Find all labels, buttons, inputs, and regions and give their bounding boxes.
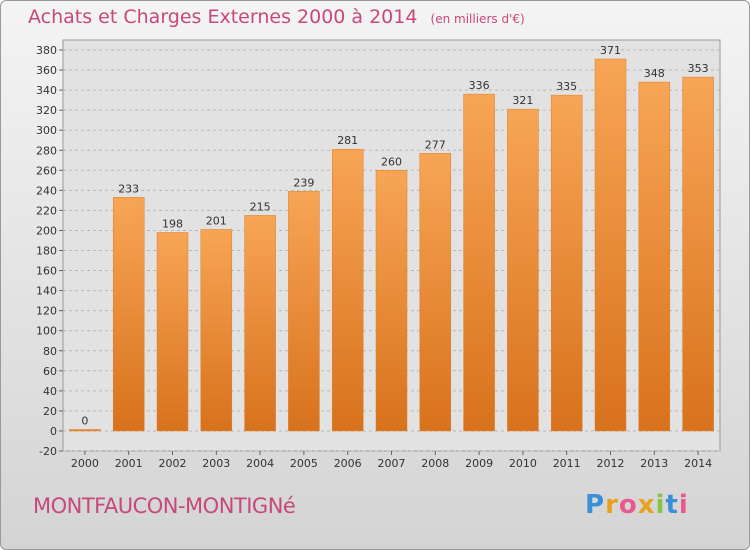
bar-2004 xyxy=(244,215,276,432)
y-tick-label: 60 xyxy=(43,365,57,378)
x-tick-label-2002: 2002 xyxy=(159,457,187,470)
bar-2014 xyxy=(682,76,714,432)
value-label-2014: 353 xyxy=(688,62,709,75)
bar-2008 xyxy=(419,153,452,432)
value-label-2001: 233 xyxy=(118,182,139,195)
x-tick-label-2004: 2004 xyxy=(246,457,274,470)
y-tick-label: 40 xyxy=(43,385,57,398)
y-tick-label: 100 xyxy=(36,325,57,338)
chart-title-row: Achats et Charges Externes 2000 à 2014 (… xyxy=(28,6,525,28)
x-tick-label-2003: 2003 xyxy=(202,457,230,470)
value-label-2000: 0 xyxy=(81,414,88,427)
bar-2010 xyxy=(507,108,539,432)
value-label-2002: 198 xyxy=(162,217,183,230)
y-tick-label: 240 xyxy=(36,184,57,197)
chart-title: Achats et Charges Externes 2000 à 2014 xyxy=(28,6,418,28)
x-tick-label-2008: 2008 xyxy=(421,457,449,470)
y-tick-label: 340 xyxy=(36,84,57,97)
bar-2000 xyxy=(69,429,101,432)
value-label-2008: 277 xyxy=(425,138,446,151)
bar-2003 xyxy=(200,229,233,432)
x-tick-label-2010: 2010 xyxy=(509,457,537,470)
x-tick-label-2011: 2011 xyxy=(553,457,581,470)
value-label-2009: 336 xyxy=(469,79,490,92)
y-tick-label: 20 xyxy=(43,405,57,418)
y-tick-label: 360 xyxy=(36,64,57,77)
x-tick-label-2000: 2000 xyxy=(71,457,99,470)
y-tick-label: 0 xyxy=(50,425,57,438)
value-label-2007: 260 xyxy=(381,155,402,168)
y-tick-label: 380 xyxy=(36,44,57,57)
x-tick-label-2007: 2007 xyxy=(378,457,406,470)
y-tick-label: 300 xyxy=(36,124,57,137)
bar-2012 xyxy=(594,58,627,432)
y-tick-label: 200 xyxy=(36,224,57,237)
y-tick-label: -20 xyxy=(39,445,57,458)
x-tick-label-2001: 2001 xyxy=(115,457,143,470)
y-tick-label: 120 xyxy=(36,305,57,318)
bar-2006 xyxy=(331,148,364,432)
bar-2011 xyxy=(550,94,583,432)
commune-name: MONTFAUCON-MONTIGNé xyxy=(33,494,296,518)
y-tick-label: 80 xyxy=(43,345,57,358)
value-label-2010: 321 xyxy=(512,94,533,107)
bar-2009 xyxy=(463,93,495,432)
x-tick-label-2009: 2009 xyxy=(465,457,493,470)
x-tick-label-2005: 2005 xyxy=(290,457,318,470)
value-label-2006: 281 xyxy=(337,134,358,147)
x-tick-label-2006: 2006 xyxy=(334,457,362,470)
y-tick-label: 140 xyxy=(36,285,57,298)
value-label-2005: 239 xyxy=(293,176,314,189)
y-tick-label: 160 xyxy=(36,265,57,278)
value-label-2011: 335 xyxy=(556,80,577,93)
value-label-2003: 201 xyxy=(206,214,227,227)
value-label-2012: 371 xyxy=(600,44,621,57)
y-tick-label: 180 xyxy=(36,245,57,258)
chart-subtitle: (en milliers d'€) xyxy=(430,12,525,26)
bar-2007 xyxy=(375,170,408,432)
bar-2001 xyxy=(112,197,145,432)
x-tick-label-2013: 2013 xyxy=(640,457,668,470)
y-tick-label: 220 xyxy=(36,204,57,217)
bar-2002 xyxy=(156,232,189,432)
x-tick-label-2014: 2014 xyxy=(684,457,712,470)
bar-2005 xyxy=(288,191,320,432)
y-tick-label: 280 xyxy=(36,144,57,157)
y-tick-label: 320 xyxy=(36,104,57,117)
y-tick-label: 260 xyxy=(36,164,57,177)
bar-2013 xyxy=(638,81,671,432)
x-tick-label-2012: 2012 xyxy=(597,457,625,470)
value-label-2013: 348 xyxy=(644,67,665,80)
proxiti-logo: Proxiti xyxy=(585,490,689,520)
value-label-2004: 215 xyxy=(250,200,271,213)
